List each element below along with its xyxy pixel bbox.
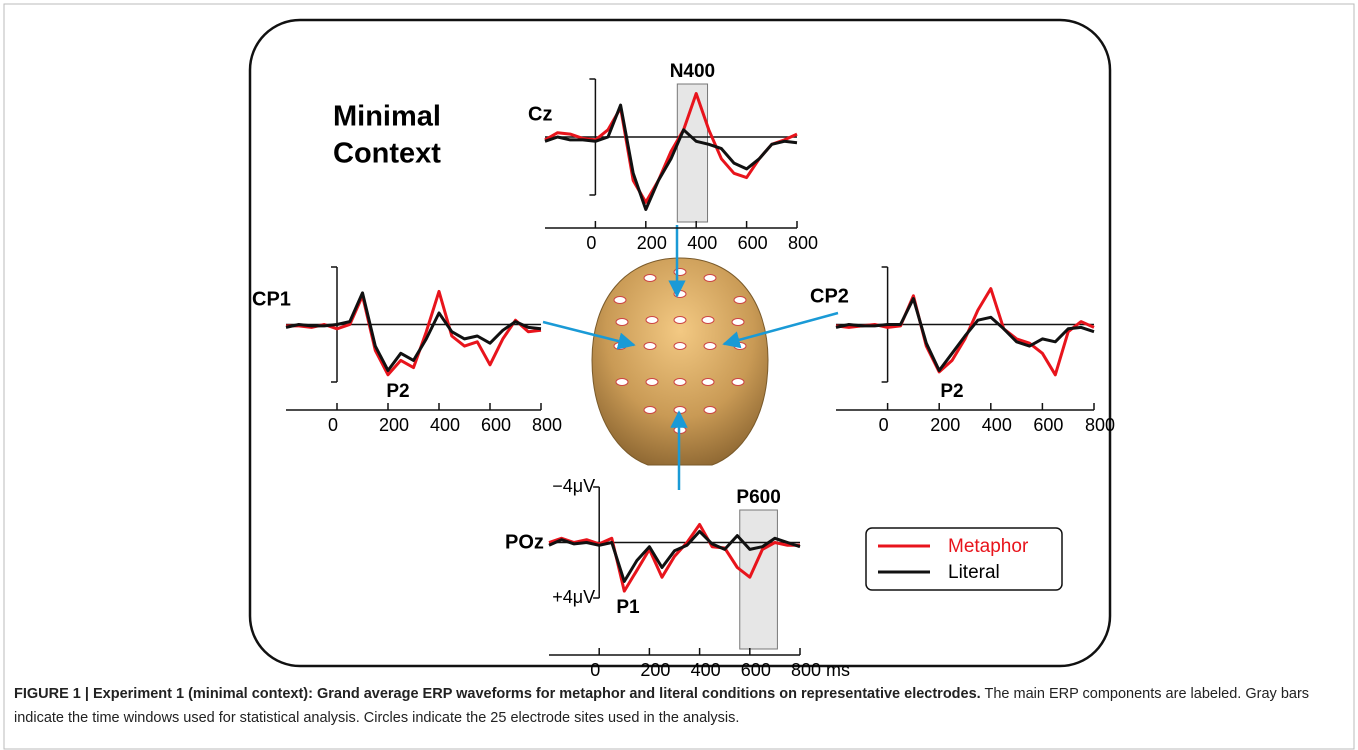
figure: Minimal Context Metaphor Literal N400 0 20… <box>0 0 1358 750</box>
electrode <box>644 343 656 350</box>
component-label: P1 <box>616 597 640 618</box>
caption: FIGURE 1 | Experiment 1 (minimal context… <box>14 682 1344 730</box>
time-window <box>740 510 778 649</box>
electrode <box>674 317 686 324</box>
chart: Minimal Context Metaphor Literal N400 0 20… <box>0 0 1358 750</box>
x-tick-label: 0 <box>590 660 600 680</box>
electrode-label: Cz <box>528 103 552 125</box>
electrode <box>732 379 744 386</box>
y-tick-label: +4μV <box>552 587 595 607</box>
x-tick-label: 800 <box>1085 415 1115 435</box>
electrode <box>702 317 714 324</box>
component-label: P2 <box>386 381 409 402</box>
electrode-label: POz <box>505 531 544 553</box>
electrode <box>644 275 656 282</box>
caption-bold: FIGURE 1 | Experiment 1 (minimal context… <box>14 686 981 702</box>
waveform <box>545 94 797 203</box>
electrode <box>616 319 628 326</box>
x-tick-label: 0 <box>586 233 596 253</box>
x-tick-label: 0 <box>328 415 338 435</box>
x-tick-label: 600 <box>481 415 511 435</box>
x-tick-label: 600 <box>738 233 768 253</box>
electrode <box>704 275 716 282</box>
electrode <box>644 407 656 414</box>
x-tick-label: 400 <box>691 660 721 680</box>
waveform <box>836 299 1094 371</box>
electrode <box>674 343 686 350</box>
electrode <box>646 317 658 324</box>
electrode <box>674 379 686 386</box>
x-tick-label: 200 <box>379 415 409 435</box>
component-label: P2 <box>940 381 963 402</box>
waveform <box>286 293 541 371</box>
x-tick-label: 600 <box>1033 415 1063 435</box>
waveform <box>836 289 1094 375</box>
x-tick-label: 200 <box>637 233 667 253</box>
heading: Context <box>333 138 441 170</box>
electrode-label: CP2 <box>810 285 849 307</box>
window-label: P600 <box>736 487 780 508</box>
heading: Minimal <box>333 101 441 133</box>
electrode <box>614 297 626 304</box>
x-tick-label: 0 <box>879 415 889 435</box>
legend-label: Literal <box>948 562 1000 583</box>
electrode <box>646 379 658 386</box>
waveform <box>286 291 541 374</box>
electrode <box>704 407 716 414</box>
electrode <box>734 297 746 304</box>
x-tick-label: 800 <box>788 233 818 253</box>
electrode-label: CP1 <box>252 288 291 310</box>
electrode <box>616 379 628 386</box>
x-tick-label: 600 <box>741 660 771 680</box>
electrode <box>702 379 714 386</box>
x-tick-label: 200 <box>930 415 960 435</box>
electrode <box>704 343 716 350</box>
electrode <box>732 319 744 326</box>
x-tick-label: 400 <box>687 233 717 253</box>
legend: Metaphor Literal <box>866 528 1062 590</box>
x-tick-label: 800 ms <box>791 660 850 680</box>
x-tick-label: 400 <box>982 415 1012 435</box>
x-tick-label: 400 <box>430 415 460 435</box>
electrode <box>734 343 746 350</box>
x-tick-label: 800 <box>532 415 562 435</box>
x-tick-label: 200 <box>640 660 670 680</box>
window-label: N400 <box>670 61 715 82</box>
waveform <box>545 105 797 209</box>
y-tick-label: −4μV <box>552 476 595 496</box>
legend-label: Metaphor <box>948 536 1029 557</box>
